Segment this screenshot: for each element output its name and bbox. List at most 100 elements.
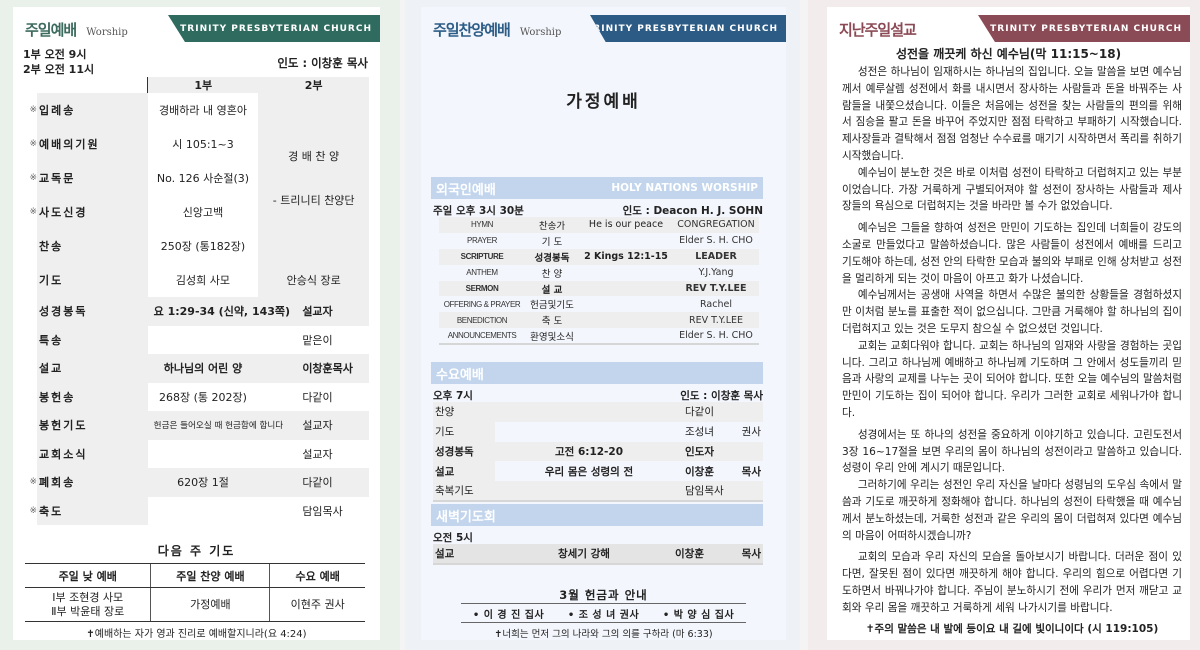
table-row: 성경봉독 요 1:29-34 (신약, 143쪽) 설교자: [21, 297, 369, 326]
item-first-service: 250장 (통182장): [160, 240, 246, 253]
table-row: 특송 맡은이: [21, 325, 369, 355]
item-label: 특송: [37, 325, 148, 354]
item-first-service: 요 1:29-34 (신약, 143쪽): [147, 297, 290, 326]
section-title: 지난주일설교: [839, 21, 917, 39]
praise: 경 배 찬 양: [288, 150, 340, 163]
section-heading: 새벽기도회: [436, 509, 496, 525]
time: 오전 5시: [433, 532, 473, 544]
table-row: SCRIPTURE 성경봉독 2 Kings 12:1-15 LEADER: [439, 248, 759, 265]
sermon-heading: 성전을 깨끗케 하신 예수님(막 11:15~18): [895, 47, 1122, 61]
offering-person: • 조 성 녀 권사: [567, 609, 640, 621]
header: 주일 찬양 예배: [150, 563, 270, 588]
table-row: 기도 김성희 사모 안승식 장로: [21, 263, 369, 297]
table-row: 기도 조성녀 권사: [433, 421, 763, 442]
table-row: ※ 예배의기원 시 105:1~3: [21, 127, 369, 161]
required-standing-mark: [21, 297, 37, 326]
item-korean: 기 도: [525, 232, 579, 249]
item-label: 기도: [37, 263, 148, 297]
item-value: [579, 296, 673, 313]
item-value: [495, 402, 683, 422]
cell: 가정예배: [150, 587, 270, 622]
praise-worship-panel: 주일찬양예배 Worship TRINITY PRESBYTERIAN CHURC…: [421, 7, 786, 640]
item-person: Elder S. H. CHO: [673, 328, 759, 345]
item-second-service: 이창훈목사: [258, 354, 369, 383]
dawn-table: 설교 창세기 강해 이창훈 목사: [433, 544, 763, 565]
item-label: 축도: [37, 496, 148, 525]
required-standing-mark: [21, 326, 37, 355]
bible-verse: ✝주의 말씀은 내 발에 등이요 내 길에 빛이니이다 (시 119:105): [865, 622, 1159, 635]
table-row: ANTHEM 찬 양 Y.J.Yang: [439, 264, 759, 281]
section-heading-en: HOLY NATIONS WORSHIP: [611, 182, 758, 194]
time-first: 1부 오전 9시: [23, 48, 87, 61]
foreign-info: 주일 오후 3시 30분 인도 : Deacon H. J. SOHN: [433, 203, 763, 218]
item-value: 2 Kings 12:1-15: [579, 248, 673, 265]
item-value: [495, 421, 683, 442]
item-label: 폐회송: [37, 468, 148, 497]
required-standing-mark: ※: [29, 173, 37, 183]
required-standing-mark: ※: [29, 477, 37, 488]
item-korean: 찬 양: [525, 264, 579, 281]
sermon-panel: 지난주일설교 TRINITY PRESBYTERIAN CHURCH 성전을 깨…: [827, 7, 1190, 640]
item-label: 봉헌기도: [37, 411, 148, 440]
section-title: 주일예배 Worship: [25, 19, 128, 40]
table-row: 봉헌기도 헌금은 들어오실 때 헌금함에 합니다 설교자: [21, 411, 369, 440]
table-row: ※ 교독문 No. 126 사순절(3): [21, 161, 369, 195]
item-english: BENEDICTION: [439, 312, 525, 329]
required-standing-mark: [21, 354, 37, 383]
item-person: REV T.Y.LEE: [673, 312, 759, 329]
item-first-service: 신앙고백: [182, 206, 224, 219]
table-row: 축복기도 담임목사: [433, 481, 763, 501]
item-label: 성경봉독: [37, 297, 148, 326]
item-first-service: 620장 1절: [147, 468, 259, 497]
item-person: 이창훈 목사: [683, 461, 763, 482]
item-label: 설교: [37, 354, 148, 383]
table-row: BENEDICTION 축 도 REV T.Y.LEE: [439, 312, 759, 329]
sunday-worship-panel: 주일예배 Worship TRINITY PRESBYTERIAN CHURCH …: [13, 7, 380, 640]
item-value: [579, 312, 673, 329]
item-second-service: 다같이: [258, 468, 369, 497]
section-heading: 외국인예배: [436, 182, 496, 198]
required-standing-mark: [21, 263, 37, 297]
item-second-service: 설교자: [258, 411, 369, 440]
sermon-paragraph: 성경에서는 또 하나의 성전을 중요하게 이야기하고 있습니다. 고린도전서 3…: [842, 428, 1182, 475]
service-times: 1부 오전 9시 2부 오전 11시: [23, 47, 94, 77]
sermon-text: 성전은 하나님이 임재하시는 하나님의 집입니다. 오늘 말씀을 보면 예수님께…: [842, 64, 1182, 617]
sermon-paragraph: 성전은 하나님이 임재하시는 하나님의 집입니다. 오늘 말씀을 보면 예수님께…: [842, 66, 1182, 162]
table-row: 찬송 250장 (통182장): [21, 229, 369, 263]
item-second-service: 설교자: [258, 297, 369, 326]
cell: Ⅰ부 조현경 사모 Ⅱ부 박윤태 장로: [25, 587, 151, 622]
table-row: HYMN 찬송가 He is our peace CONGREGATION: [439, 217, 759, 233]
header: 주일 낮 예배: [25, 563, 151, 588]
item-korean: 헌금및기도: [525, 296, 579, 313]
item-first-service: 268장 (통 202장): [159, 390, 247, 404]
offering-list: • 이 경 진 집사 • 조 성 녀 권사 • 박 양 심 집사: [461, 603, 746, 623]
item-english: ANTHEM: [439, 264, 525, 281]
dawn-prayer-header: 새벽기도회: [431, 504, 763, 526]
item-english: HYMN: [439, 217, 525, 233]
item-second-service: 다같이: [258, 382, 369, 411]
required-standing-mark: ※: [29, 139, 37, 149]
table-row: ANNOUNCEMENTS 환영및소식 Elder S. H. CHO: [439, 328, 759, 345]
table-row: 설교 하나님의 어린 양 이창훈목사: [21, 354, 369, 383]
column-1: 1부: [147, 77, 259, 93]
item-value: [579, 280, 673, 297]
wednesday-info: 오후 7시 인도 : 이창훈 목사: [433, 388, 763, 403]
column-2: 2부: [258, 77, 369, 93]
item-first-service: [148, 440, 259, 469]
item-first-service: [148, 326, 259, 355]
item-value: 고전 6:12-20: [495, 441, 683, 462]
dawn-info: 오전 5시: [433, 530, 763, 545]
sermon-paragraph: 예수님은 그들을 향하여 성전은 만민이 기도하는 집인데 너희들이 강도의 소…: [842, 222, 1182, 285]
item-label: 봉헌송: [37, 382, 148, 411]
item-person: 인도자: [683, 441, 763, 462]
offering-title: 3월 헌금과 안내: [559, 588, 648, 602]
item-value: [495, 481, 683, 501]
item-person: CONGREGATION: [673, 217, 759, 233]
leader: 인도 : 이창훈 목사: [277, 56, 368, 70]
item-label: 교독문: [37, 161, 148, 195]
church-banner: TRINITY PRESBYTERIAN CHURCH: [978, 15, 1190, 42]
section-title: 주일찬양예배 Worship: [433, 19, 561, 40]
item-first-service: 김성희 사모: [175, 274, 231, 287]
required-standing-mark: [21, 440, 37, 469]
blank: [21, 77, 37, 93]
